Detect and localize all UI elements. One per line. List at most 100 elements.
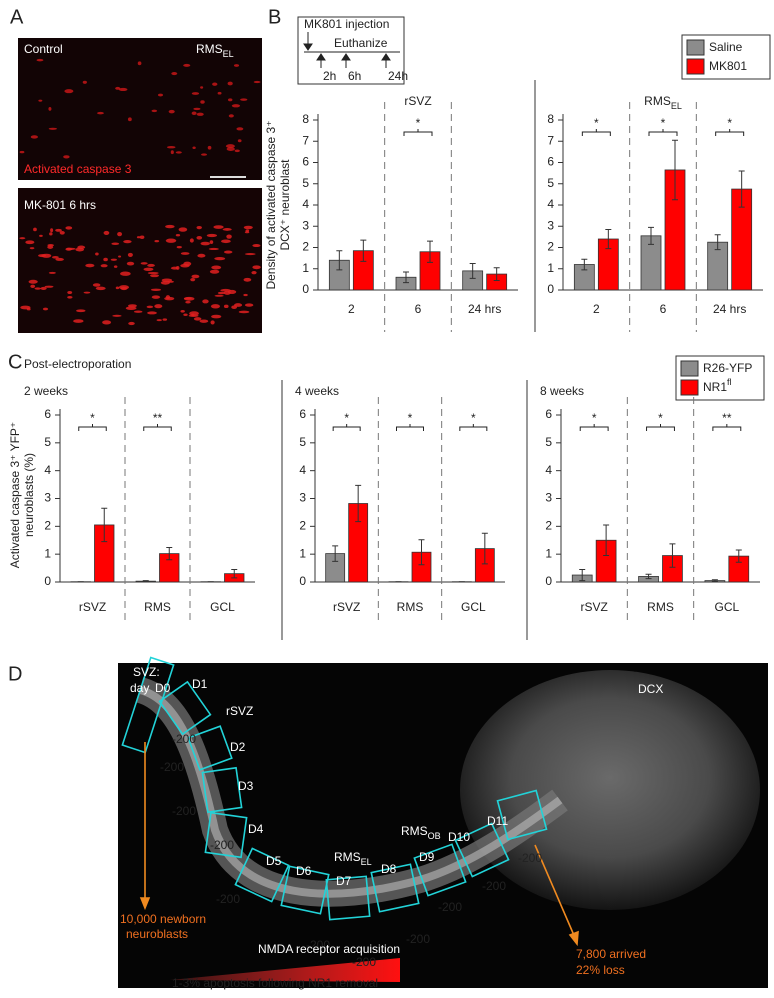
y-tick-label: 0: [545, 574, 552, 588]
speckle: [127, 252, 133, 257]
speckle: [19, 237, 26, 240]
x-tick-label: RMS: [397, 600, 424, 614]
significance-label: *: [594, 116, 599, 130]
error-bar: [672, 139, 678, 201]
significance-label: *: [408, 411, 413, 425]
significance-bracket: [581, 129, 611, 136]
speckle: [202, 299, 209, 304]
region-box: [413, 843, 467, 897]
significance-label: **: [722, 411, 732, 425]
speckle: [95, 286, 106, 291]
error-bar: [403, 271, 409, 284]
speckle: [82, 80, 87, 84]
x-tick-label: 24 hrs: [468, 302, 501, 316]
y-tick-label: 6: [44, 407, 51, 421]
speckle: [151, 109, 158, 113]
speckle: [133, 310, 143, 313]
speckle: [176, 245, 182, 249]
error-bar: [735, 549, 742, 563]
apoptosis-label: 1-3% apoptosis following NR1 removal: [172, 976, 378, 990]
significance-label: *: [471, 411, 476, 425]
region-box: [454, 822, 510, 878]
speckle: [92, 283, 101, 287]
region-label: RMSOB: [401, 824, 441, 841]
speckle: [75, 247, 85, 252]
error-bar: [418, 539, 425, 566]
speckle: [110, 258, 117, 261]
speckle: [36, 58, 44, 62]
speckle: [103, 257, 108, 262]
error-bar: [738, 170, 745, 208]
speckle: [38, 254, 47, 258]
speckle: [191, 92, 200, 95]
schematic-label: Euthanize: [334, 36, 388, 50]
y-tick-label: 1: [545, 546, 552, 560]
speckle: [167, 280, 174, 283]
panel-title-main: 4 weeks: [295, 384, 339, 398]
y-tick-label: 6: [545, 407, 552, 421]
speckle: [165, 295, 171, 300]
y-tick-label: 1: [44, 546, 51, 560]
gradient-label: NMDA receptor acquisition: [258, 942, 400, 956]
speckle: [147, 263, 155, 267]
speckle: [158, 93, 163, 97]
significance-label: *: [90, 411, 95, 425]
speckle: [137, 61, 142, 66]
x-tick-label: RMS: [144, 600, 171, 614]
error-bar: [360, 239, 367, 262]
speckle: [154, 240, 160, 243]
speckle: [95, 252, 99, 256]
speckle: [166, 146, 176, 149]
panel-label: A: [10, 6, 24, 28]
significance-label: *: [658, 411, 663, 425]
y-tick-label: 0: [547, 282, 554, 296]
significance-bracket: [579, 424, 609, 431]
error-bar: [142, 580, 149, 583]
error-bar: [605, 228, 612, 250]
y-tick-label: 5: [299, 435, 306, 449]
significance-label: *: [661, 116, 666, 130]
speckle: [40, 286, 47, 290]
y-tick-label: 3: [299, 491, 306, 505]
speckle: [206, 233, 218, 238]
region-box: [187, 725, 233, 771]
speckle: [208, 247, 219, 251]
y-tick-label: 3: [44, 491, 51, 505]
region-boxes: [121, 656, 548, 921]
legend-entry: NR1fl: [703, 377, 732, 394]
y-tick-label: 1: [302, 261, 309, 275]
region-label: D1: [192, 677, 208, 691]
speckle: [192, 146, 196, 150]
speckle: [231, 305, 237, 310]
speckle: [51, 256, 59, 259]
speckle: [73, 319, 84, 323]
significance-bracket: [712, 424, 742, 431]
count-label: 22% loss: [576, 963, 625, 977]
panel-title: 4 weeks: [295, 384, 339, 398]
y-tick-label: 2: [299, 519, 306, 533]
panel-title-main: RMS: [644, 94, 671, 108]
speckle: [115, 86, 121, 90]
region-box: [201, 766, 243, 814]
speckle: [97, 111, 104, 115]
y-tick-label: 5: [547, 176, 554, 190]
speckle: [83, 291, 91, 294]
significance-label: *: [344, 411, 349, 425]
region-label: RMSEL: [196, 42, 234, 59]
speckle: [28, 279, 38, 284]
speckle: [126, 261, 135, 266]
count-label: neuroblasts: [126, 927, 188, 941]
speckle: [50, 228, 54, 233]
speckle: [237, 139, 242, 143]
schematic-label: MK801 injection: [304, 17, 389, 31]
speckle: [48, 107, 52, 111]
speckle: [191, 111, 197, 116]
region-label: D3: [238, 779, 254, 793]
speckle: [252, 265, 261, 270]
speckle: [217, 291, 226, 295]
significance-label: *: [416, 116, 421, 130]
region-label: D9: [419, 850, 435, 864]
speckle: [118, 87, 128, 92]
panel-title-main: 8 weeks: [540, 384, 584, 398]
region-box: [204, 811, 248, 859]
